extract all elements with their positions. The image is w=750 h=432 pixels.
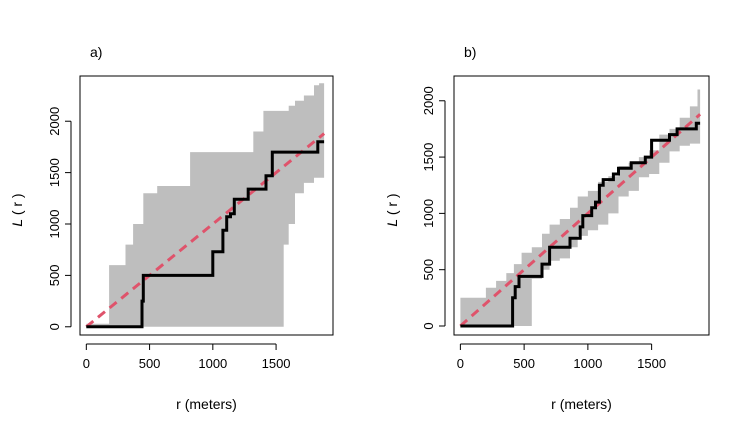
x-axis-title: r (meters): [176, 396, 237, 412]
x-axis-title: r (meters): [551, 396, 612, 412]
x-tick-label: 0: [83, 356, 90, 371]
y-tick-label: 2000: [47, 107, 62, 136]
y-axis-title-arg: ( r ): [9, 193, 25, 215]
y-axis-title: L ( r ): [9, 193, 25, 226]
x-tick-label: 0: [457, 356, 464, 371]
y-tick-label: 500: [421, 259, 436, 281]
x-tick-label: 1500: [262, 356, 291, 371]
panel-a: 0 500 1000 1500 0 500 1000 1500 2000 r (meters) L …: [9, 44, 334, 412]
y-tick-label: 1500: [47, 158, 62, 187]
observed-line: [460, 121, 701, 328]
panel-b: 0 500 1000 1500 0 500 1000 1500 2000 r (meters) L …: [384, 44, 710, 412]
envelope-band: [460, 83, 701, 327]
plot-box: [453, 75, 710, 336]
x-tick-label: 500: [139, 356, 161, 371]
plot-box: [79, 75, 334, 336]
y-axis-title-arg: ( r ): [384, 193, 400, 215]
y-axis-title-main: L: [384, 215, 400, 226]
y-tick-label: 1000: [47, 210, 62, 239]
x-tick-label: 1000: [198, 356, 227, 371]
theoretical-line: [459, 113, 702, 328]
y-axis-title-main: L: [9, 215, 25, 226]
panel-label: a): [90, 44, 102, 60]
y-tick-label: 2000: [421, 86, 436, 115]
y-axis-title: L ( r ): [384, 193, 400, 226]
theoretical-line: [85, 132, 326, 328]
y-tick-label: 0: [421, 322, 436, 329]
observed-line: [86, 140, 325, 329]
panel-label: b): [464, 44, 476, 60]
y-tick-label: 1500: [421, 143, 436, 172]
x-tick-label: 500: [513, 356, 535, 371]
y-tick-label: 500: [47, 265, 62, 287]
envelope-band: [86, 83, 325, 327]
y-tick-label: 1000: [421, 199, 436, 228]
y-tick-label: 0: [47, 323, 62, 330]
x-tick-label: 1000: [573, 356, 602, 371]
x-tick-label: 1500: [637, 356, 666, 371]
